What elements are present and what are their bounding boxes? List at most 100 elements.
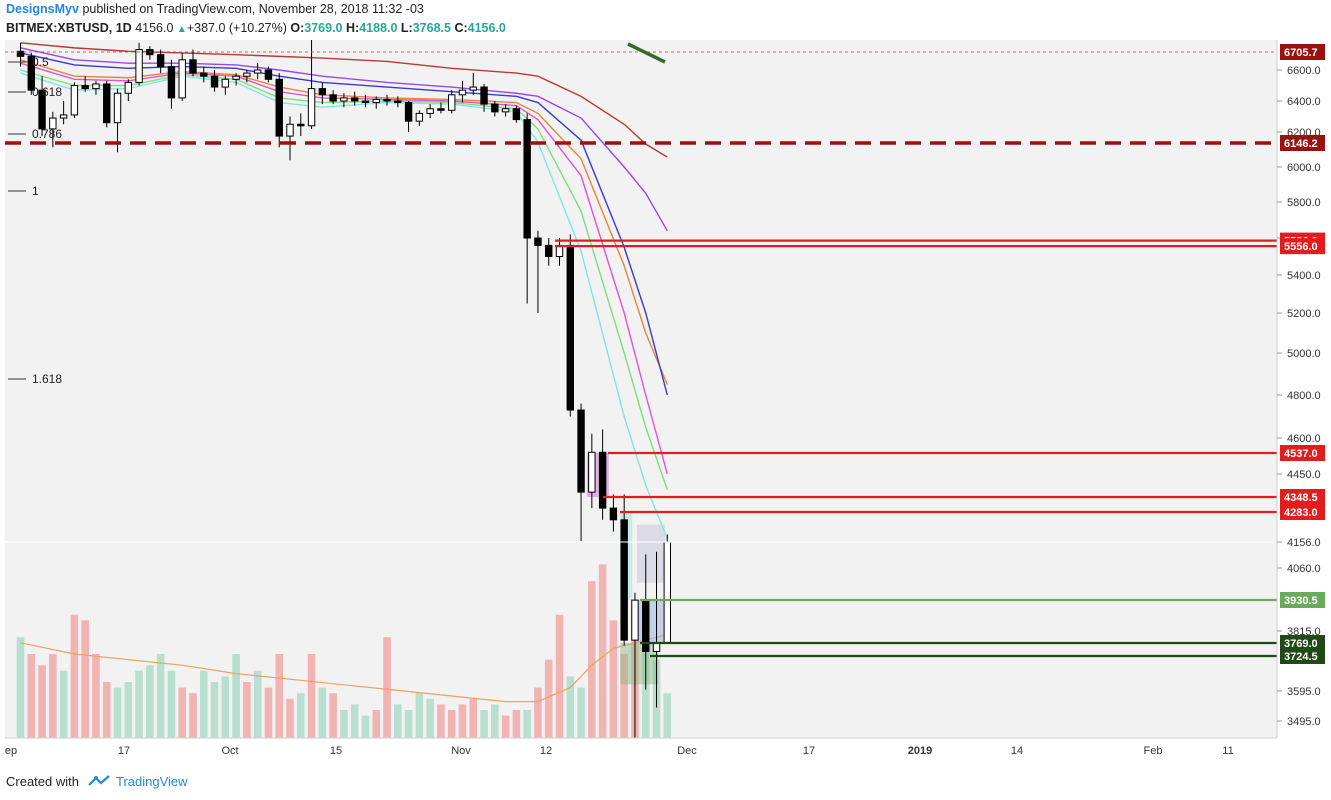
candle-body [71, 86, 77, 115]
volume-bar [254, 671, 262, 738]
volume-bar [383, 637, 391, 738]
volume-bar [513, 710, 521, 738]
volume-bar [523, 710, 531, 738]
volume-bar [426, 699, 434, 738]
candle-body [578, 410, 584, 492]
volume-bar [125, 682, 133, 738]
candle-body [190, 60, 196, 73]
volume-bar [178, 688, 186, 738]
candle-body [244, 73, 250, 76]
support-zone-green [620, 643, 658, 684]
volume-bar [610, 620, 618, 738]
volume-bar [394, 704, 402, 738]
candle-body [298, 124, 304, 126]
volume-bar [329, 693, 337, 738]
time-tick-label: Feb [1144, 745, 1163, 757]
candle-body [384, 99, 390, 101]
time-tick-label: 15 [330, 745, 342, 757]
price-tick-label: 3495.0 [1287, 716, 1321, 728]
volume-bar [545, 660, 553, 738]
volume-bar [340, 710, 348, 738]
projection-zone [637, 525, 665, 583]
price-tick-label: 6600.0 [1287, 65, 1321, 77]
volume-bar [243, 682, 251, 738]
volume-bar [416, 693, 424, 738]
candle-body [373, 99, 379, 102]
created-with-text: Created with [6, 774, 79, 789]
time-tick-label: Dec [677, 745, 697, 757]
price-tag-label: 4348.5 [1284, 492, 1318, 504]
candle-body [114, 93, 120, 122]
volume-bar [556, 615, 564, 738]
candle-body [168, 67, 174, 98]
volume-bar [319, 688, 327, 738]
candle-body [308, 89, 314, 126]
volume-bar [60, 671, 68, 738]
volume-bar [135, 671, 143, 738]
price-tick-label: 3595.0 [1287, 686, 1321, 698]
volume-bar [146, 665, 154, 738]
candle-body [254, 70, 260, 73]
volume-bar [502, 716, 510, 738]
candle-body [330, 95, 336, 101]
price-tag-label: 3930.5 [1284, 595, 1318, 607]
candle-body [395, 101, 401, 103]
candle-body [319, 89, 325, 95]
volume-bar [38, 665, 46, 738]
volume-bar [351, 704, 359, 738]
candle-body [438, 109, 444, 111]
candle-body [449, 95, 455, 111]
time-tick-label: 12 [540, 745, 552, 757]
volume-bar [437, 704, 445, 738]
volume-bar [480, 710, 488, 738]
candle-body [653, 643, 659, 651]
volume-bar [232, 654, 240, 738]
support-zone-blue [637, 600, 665, 643]
volume-bar [71, 615, 79, 738]
fib-level-label: 0.786 [32, 127, 62, 141]
footer: Created with TradingView [6, 774, 188, 789]
volume-bar [49, 654, 57, 738]
volume-bar [103, 682, 111, 738]
candle-body [405, 103, 411, 122]
volume-bar [168, 671, 176, 738]
volume-bar [534, 688, 542, 738]
price-tag-label: 6146.2 [1284, 138, 1318, 150]
candle-body [362, 101, 368, 103]
candle-body [125, 82, 131, 93]
candle-body [341, 98, 347, 101]
volume-bar [599, 564, 607, 738]
candle-body [524, 120, 530, 238]
volume-bar [17, 637, 25, 738]
candle-body [416, 113, 422, 121]
volume-bar [265, 688, 273, 738]
time-tick-label: 11 [1222, 745, 1233, 757]
candle-body [427, 109, 433, 114]
price-tick-label: 5200.0 [1287, 308, 1321, 320]
volume-bar [664, 693, 672, 738]
time-tick-label: 14 [1011, 745, 1023, 757]
candle-body [351, 98, 357, 101]
volume-bar [200, 671, 208, 738]
time-tick-label: 17 [803, 745, 815, 757]
time-tick-label: 17 [118, 745, 130, 757]
volume-bar [297, 693, 305, 738]
candle-body [481, 87, 487, 104]
price-tick-label: 5800.0 [1287, 197, 1321, 209]
volume-bar [157, 654, 165, 738]
fib-level-label: 1 [32, 184, 39, 198]
candle-body [276, 79, 282, 136]
price-tag-label: 4537.0 [1284, 448, 1318, 460]
price-tick-label: 4600.0 [1287, 433, 1321, 445]
candle-body [265, 70, 271, 79]
price-tick-label: 4060.0 [1287, 563, 1321, 575]
volume-bar [222, 676, 230, 738]
last-price-label: 4156.0 [1287, 537, 1321, 549]
price-tick-label: 4800.0 [1287, 390, 1321, 402]
candle-body [492, 104, 498, 112]
time-tick-label: ep [5, 745, 17, 757]
tradingview-link[interactable]: TradingView [116, 774, 188, 789]
volume-bar [81, 620, 89, 738]
volume-bar [491, 704, 499, 738]
